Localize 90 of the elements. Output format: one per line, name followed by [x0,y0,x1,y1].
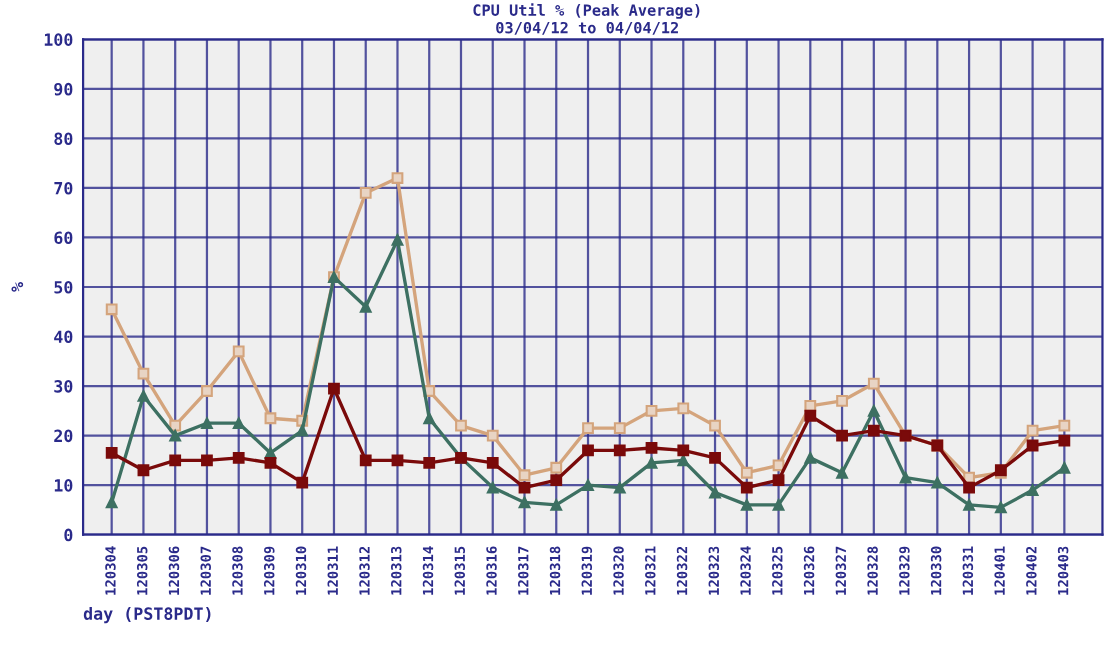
point [201,417,213,430]
point [137,464,150,477]
point [740,481,753,494]
point [550,499,563,511]
point [232,417,245,430]
point [582,444,594,457]
point [613,422,626,435]
y-tick-label: 40 [54,330,73,344]
point [137,367,150,380]
point [1026,484,1039,496]
point [994,501,1007,514]
point [518,469,531,482]
point [296,476,309,489]
point [867,424,880,437]
point [264,412,277,425]
point [169,454,182,467]
point [391,172,404,184]
point [486,481,499,494]
point [359,300,372,313]
point [772,459,785,472]
point [613,481,626,494]
y-tick-label: 0 [64,528,73,542]
y-tick-label: 100 [44,33,73,46]
point [423,456,436,469]
point [232,451,245,464]
point [677,444,690,457]
point [105,447,118,459]
y-tick-label: 70 [54,181,73,195]
y-tick-label: 10 [54,479,73,492]
point [836,466,848,479]
y-axis-title: % [11,282,24,292]
point [105,496,118,509]
point [455,419,467,432]
y-tick-label: 80 [54,132,73,145]
point [677,402,690,415]
point [740,499,753,511]
point [645,404,658,417]
point [709,451,721,464]
point [169,419,182,432]
point [137,390,150,402]
point [518,481,531,494]
y-tick-label: 60 [54,231,73,245]
point [328,382,340,395]
point [804,451,817,464]
point [391,454,404,467]
point [740,466,753,479]
point [645,442,658,454]
point [359,454,372,467]
point [1026,439,1039,452]
y-tick-label: 90 [54,82,73,96]
point [772,499,785,511]
point [963,481,975,494]
y-tick-label: 20 [54,429,73,443]
point [550,461,563,474]
point [550,474,563,487]
point [836,429,848,442]
point [296,424,309,437]
point [709,419,721,432]
point [1058,461,1071,474]
point [899,471,912,484]
point [264,456,277,469]
y-tick-label: 50 [54,280,73,294]
point [963,499,975,511]
point [359,187,372,199]
point [804,409,817,422]
point [867,404,880,417]
point [867,377,880,390]
point [105,303,118,316]
point [1058,419,1071,432]
point [836,395,848,407]
point [1058,434,1071,447]
point [645,456,658,469]
point [518,496,531,509]
point [582,479,594,492]
point [486,429,499,442]
point [232,345,245,358]
x-axis-title: day (PST8PDT) [83,607,211,624]
point [169,429,182,442]
point [613,444,626,457]
point [1026,424,1039,437]
point [709,486,721,499]
point [772,474,785,487]
y-tick-label: 30 [54,380,73,393]
point [391,234,404,246]
point [582,422,594,435]
point [931,476,944,489]
point [201,385,213,397]
point [201,454,213,467]
point [423,412,436,425]
point [486,456,499,469]
